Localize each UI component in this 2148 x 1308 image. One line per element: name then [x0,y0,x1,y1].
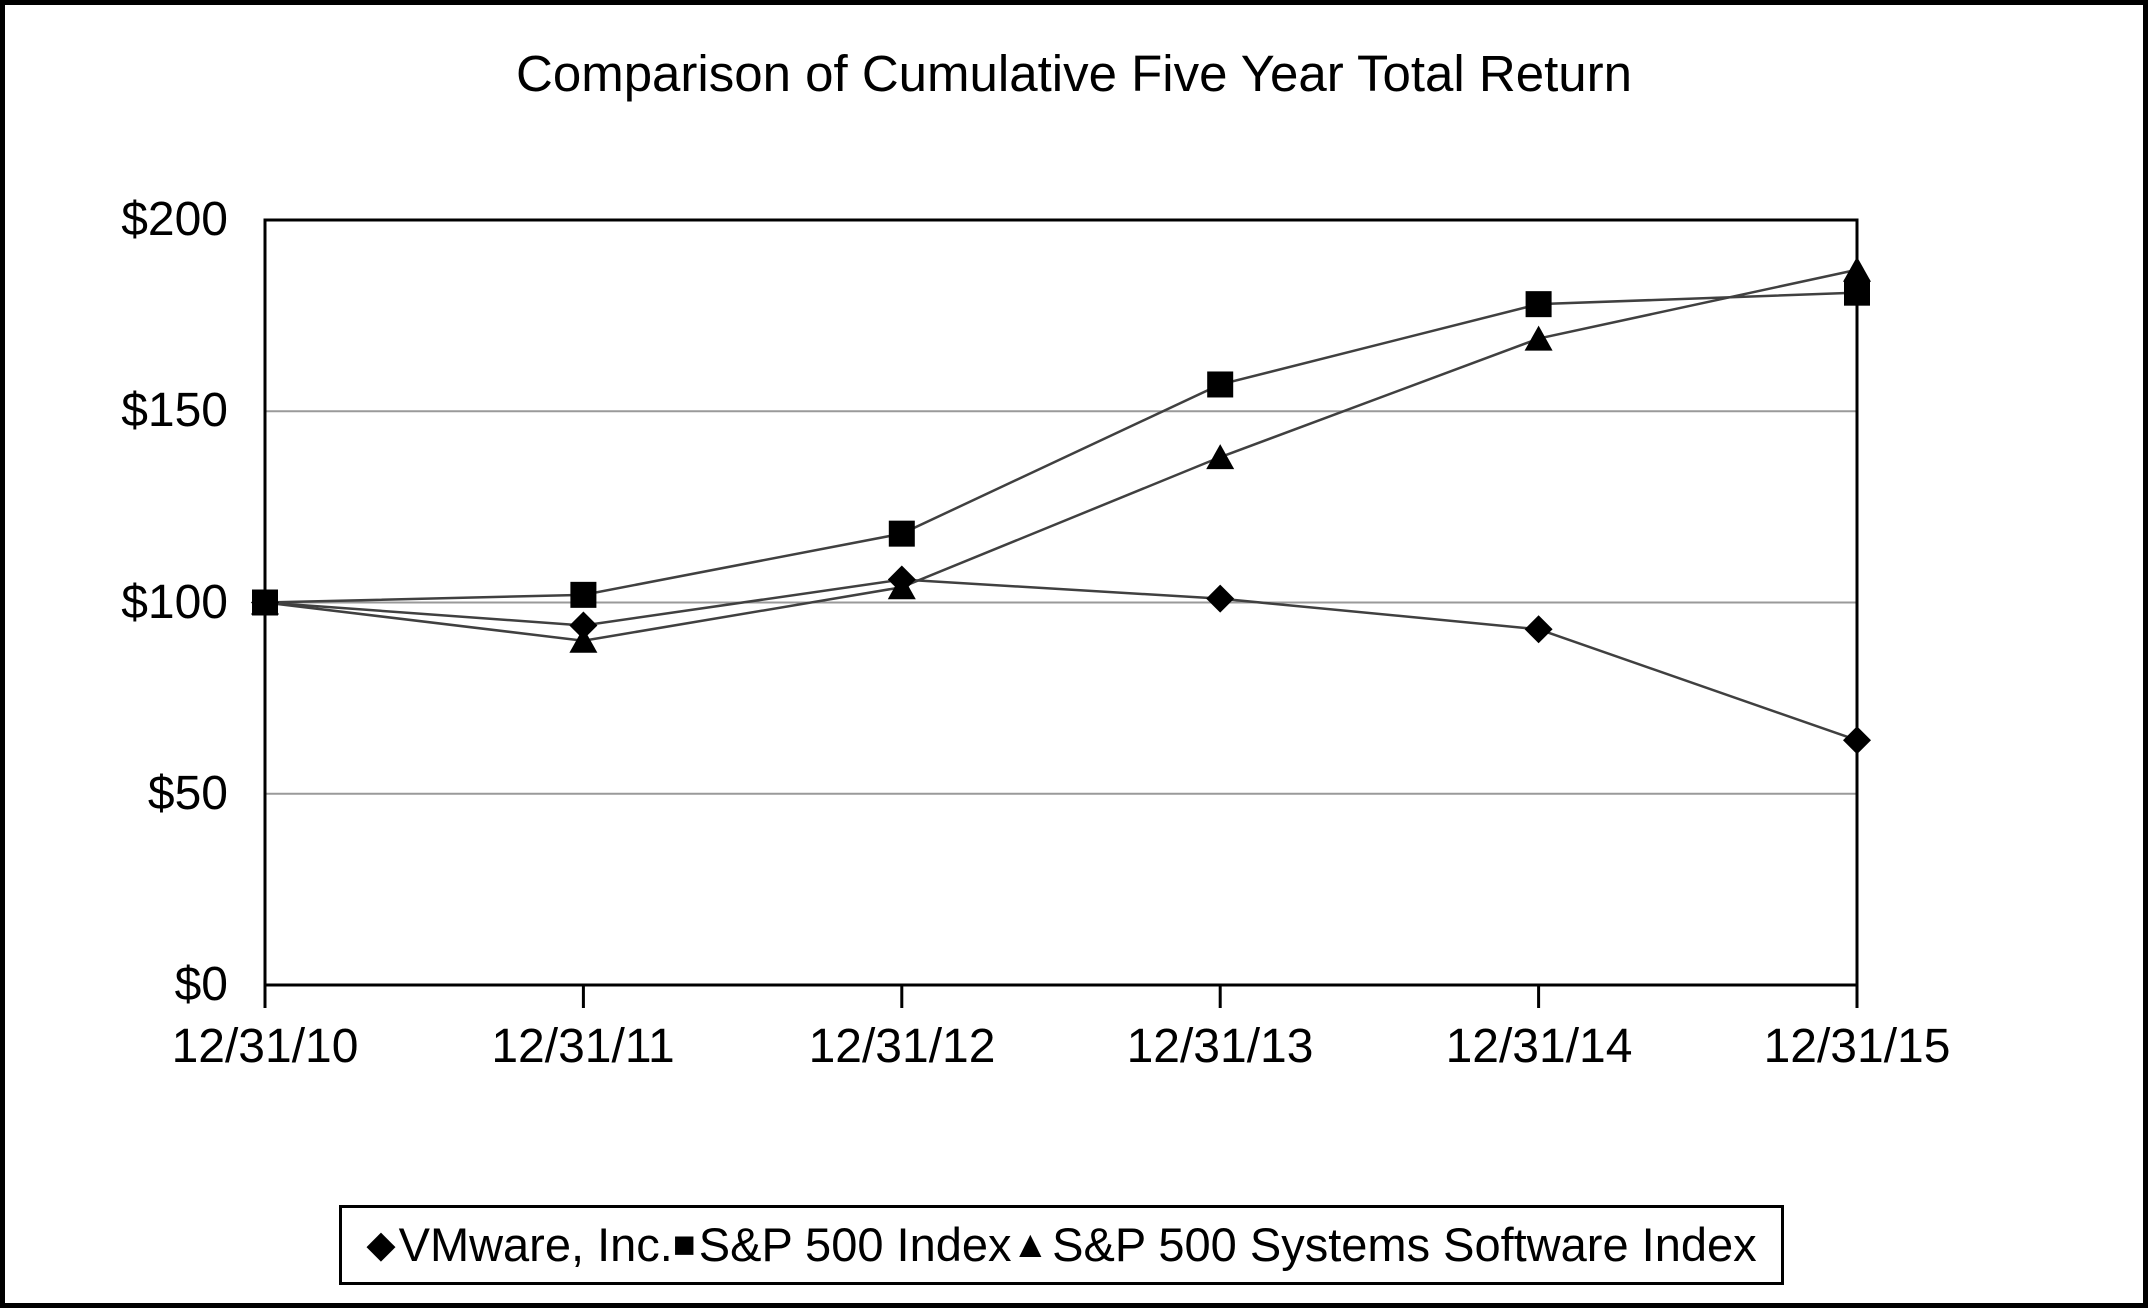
triangle-marker-icon: ▲ [1011,1224,1050,1266]
x-tick-label-2011: 12/31/11 [491,1020,675,1073]
x-tick-label-2013: 12/31/13 [1126,1020,1314,1073]
x-tick-label-2014: 12/31/14 [1445,1020,1633,1073]
legend-label: S&P 500 Index [698,1218,1012,1272]
y-tick-label-0: $0 [174,958,228,1011]
legend-item-vmware: ◆ VMware, Inc. [366,1219,672,1271]
x-tick-label-2010: 12/31/10 [171,1020,359,1073]
legend-item-sp500-systems-software: ▲ S&P 500 Systems Software Index [1012,1219,1757,1271]
x-tick-label-2012: 12/31/12 [808,1020,996,1073]
y-tick-label-150: $150 [121,384,228,437]
y-tick-label-50: $50 [147,767,228,820]
y-tick-label-200: $200 [121,193,228,246]
square-marker-icon: ■ [672,1224,696,1266]
legend-label: VMware, Inc. [398,1218,673,1272]
legend-item-sp500: ■ S&P 500 Index [673,1219,1012,1271]
chart-title: Comparison of Cumulative Five Year Total… [516,45,1632,102]
y-tick-label-100: $100 [121,576,228,629]
x-tick-label-2015: 12/31/15 [1763,1020,1951,1073]
legend-box: ◆ VMware, Inc. ■ S&P 500 Index ▲ S&P 500… [339,1205,1784,1285]
legend-label: S&P 500 Systems Software Index [1052,1218,1757,1272]
diamond-marker-icon: ◆ [366,1224,396,1266]
